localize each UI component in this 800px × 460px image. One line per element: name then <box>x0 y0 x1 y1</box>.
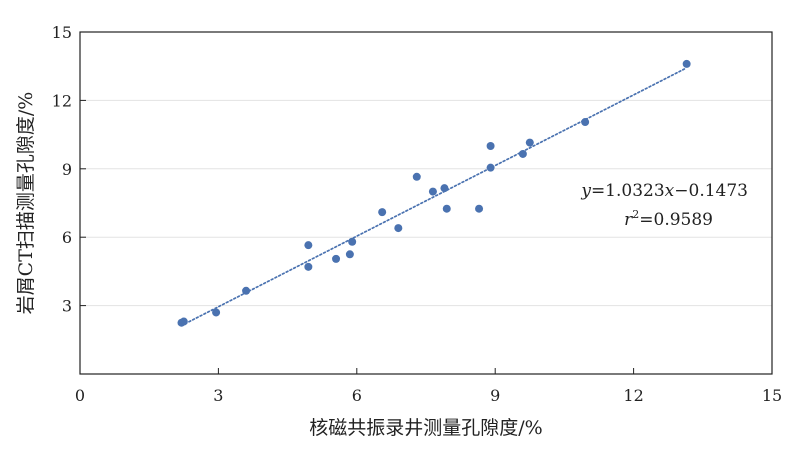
y-tick-label: 6 <box>62 228 72 247</box>
data-point <box>304 262 313 271</box>
plot-frame <box>79 31 773 375</box>
data-point <box>440 184 449 193</box>
eq-x-var: x <box>665 181 675 201</box>
y-tick-label: 9 <box>62 160 72 179</box>
eq-y-var: y <box>580 181 591 201</box>
data-point <box>242 286 251 295</box>
ticks-layer: 0 3 6 9 12 15 3 6 9 12 15 <box>52 23 783 405</box>
y-axis-label: 岩屑CT扫描测量孔隙度/% <box>15 92 37 315</box>
data-point <box>475 204 484 213</box>
data-point <box>486 142 495 150</box>
data-point <box>581 118 590 127</box>
eq-intercept: −0.1473 <box>674 181 748 201</box>
x-tick-label: 15 <box>762 386 782 405</box>
data-point <box>332 254 341 263</box>
data-point <box>304 241 313 250</box>
x-tick-label: 12 <box>623 386 643 405</box>
y-tick-label: 12 <box>52 91 72 110</box>
x-tick-label: 0 <box>75 386 85 405</box>
data-point <box>486 163 495 172</box>
data-point <box>442 204 451 213</box>
data-point <box>682 59 691 68</box>
data-point <box>428 187 437 196</box>
x-tick-label: 3 <box>213 386 223 405</box>
data-point <box>348 237 357 246</box>
x-tick-label: 6 <box>352 386 362 405</box>
points-layer <box>177 59 691 327</box>
eq-coefficient: =1.0323 <box>591 181 665 201</box>
r-var: r <box>624 210 633 230</box>
r-squared-value: =0.9589 <box>639 210 713 230</box>
data-point <box>518 149 527 158</box>
r-superscript: 2 <box>632 208 639 221</box>
data-point <box>394 224 403 233</box>
x-axis-label: 核磁共振录井测量孔隙度/% <box>309 417 542 439</box>
r-squared-label: r2=0.9589 <box>624 208 713 230</box>
trendline-layer <box>180 68 686 327</box>
data-point <box>345 250 354 259</box>
data-point <box>179 317 188 326</box>
y-tick-label: 3 <box>62 297 72 316</box>
trendline <box>180 68 686 327</box>
y-tick-label: 15 <box>52 23 72 42</box>
x-tick-label: 9 <box>490 386 500 405</box>
grid-layer <box>80 99 772 307</box>
data-point <box>525 138 534 147</box>
regression-equation: y=1.0323x−0.1473 <box>580 181 748 201</box>
data-point <box>212 308 221 317</box>
data-point <box>378 208 387 217</box>
data-point <box>412 172 421 181</box>
